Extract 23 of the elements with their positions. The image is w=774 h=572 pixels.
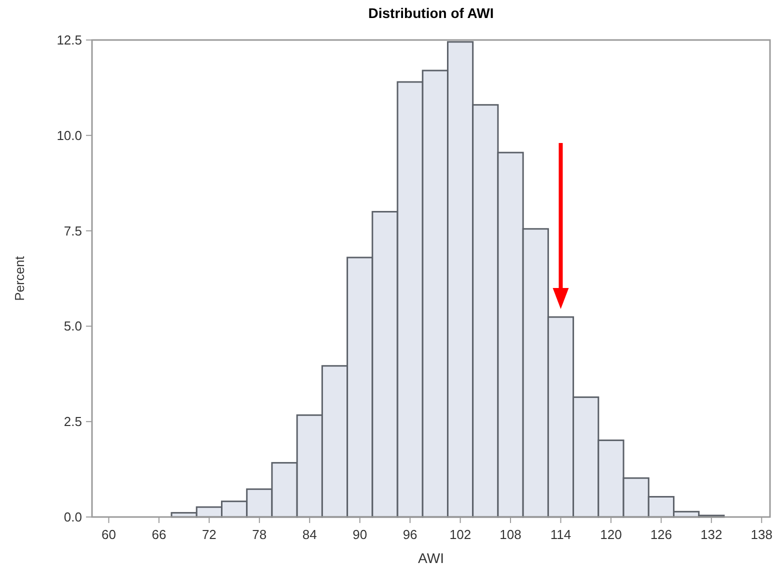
x-tick-label: 120 <box>600 527 622 542</box>
chart-title: Distribution of AWI <box>368 5 494 21</box>
x-tick-label: 60 <box>102 527 116 542</box>
x-tick-label: 78 <box>252 527 267 542</box>
x-tick-label: 102 <box>449 527 472 542</box>
y-tick-label: 12.5 <box>56 32 82 48</box>
y-tick-label: 5.0 <box>64 318 82 334</box>
x-tick-label: 84 <box>302 527 317 542</box>
y-tick-label: 7.5 <box>64 223 82 238</box>
x-tick-label: 96 <box>402 527 418 542</box>
x-axis-title: AWI <box>418 550 444 566</box>
x-tick-label: 108 <box>500 527 522 542</box>
x-tick-label: 138 <box>750 527 772 542</box>
y-tick-label: 0.0 <box>64 510 82 524</box>
x-tick-label: 126 <box>650 527 672 542</box>
x-tick-label: 114 <box>550 527 572 542</box>
x-tick-label: 132 <box>700 527 722 542</box>
x-tick-label: 66 <box>152 527 166 542</box>
y-tick-label: 2.5 <box>64 414 82 430</box>
x-tick-label: 72 <box>202 527 216 542</box>
y-tick-label: 10.0 <box>56 128 82 143</box>
y-axis-title: Percent <box>12 256 27 301</box>
x-tick-label: 90 <box>352 527 368 542</box>
